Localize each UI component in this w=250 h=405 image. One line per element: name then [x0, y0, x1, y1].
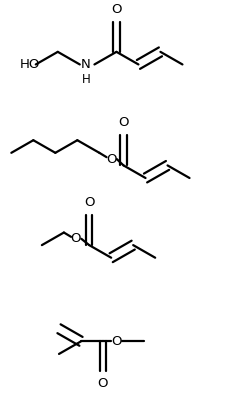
Text: HO: HO — [20, 58, 40, 71]
Text: O: O — [84, 196, 94, 209]
Text: O: O — [106, 153, 117, 166]
Text: H: H — [82, 73, 90, 86]
Text: O: O — [98, 377, 108, 390]
Text: O: O — [71, 232, 81, 245]
Text: O: O — [118, 116, 129, 129]
Text: O: O — [111, 3, 122, 16]
Text: N: N — [81, 58, 91, 71]
Text: O: O — [111, 335, 122, 348]
